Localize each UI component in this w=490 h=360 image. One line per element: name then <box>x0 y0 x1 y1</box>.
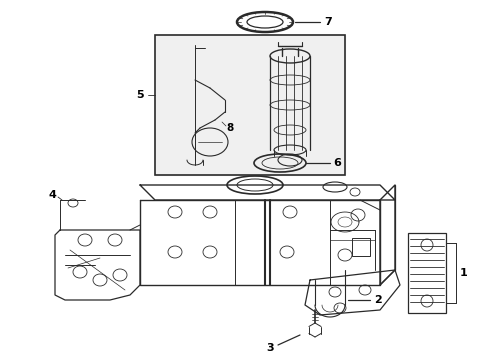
Text: 4: 4 <box>48 190 56 200</box>
Text: 7: 7 <box>324 17 332 27</box>
Text: 6: 6 <box>333 158 341 168</box>
Bar <box>155 35 345 175</box>
Bar <box>155 35 345 175</box>
Bar <box>352 238 370 256</box>
Text: 5: 5 <box>136 90 144 100</box>
Text: 2: 2 <box>374 295 382 305</box>
Text: 3: 3 <box>266 343 274 353</box>
Text: 1: 1 <box>460 268 468 278</box>
Bar <box>408 233 446 313</box>
Text: 8: 8 <box>226 123 234 133</box>
